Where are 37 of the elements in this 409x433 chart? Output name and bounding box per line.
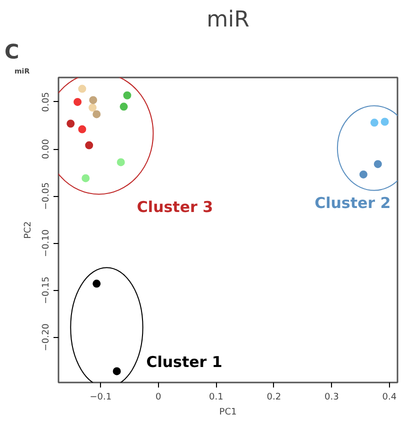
point: [116, 158, 125, 166]
x-tick-label: 0.3: [324, 392, 339, 402]
point: [78, 125, 86, 134]
y-tick-label: −0.20: [42, 323, 52, 352]
point: [370, 118, 378, 127]
annotation: Cluster 1: [146, 353, 222, 372]
x-axis-title: PC1: [219, 408, 237, 418]
point: [92, 280, 101, 288]
x-tick-label: 0.1: [209, 392, 224, 402]
point: [359, 170, 368, 178]
annotation: Cluster 2: [314, 194, 391, 212]
point: [85, 141, 94, 150]
point: [92, 110, 101, 118]
text: C: [4, 40, 20, 64]
point: [123, 91, 132, 100]
x-tick-label: 0: [156, 392, 162, 402]
point: [66, 120, 75, 128]
y-tick-label: 0.05: [42, 92, 52, 112]
point: [380, 118, 389, 126]
point: [112, 367, 121, 376]
x-tick-label: 0.2: [266, 392, 282, 402]
point: [374, 160, 382, 168]
annotation: Cluster 3: [136, 198, 214, 216]
y-tick-label: −0.05: [42, 182, 52, 210]
point: [74, 98, 82, 106]
x-tick-label: 0.4: [382, 392, 397, 402]
y-tick-label: −0.10: [42, 229, 52, 257]
x-tick-label: −0.1: [90, 392, 112, 402]
y-axis-title: PC2: [24, 221, 34, 239]
y-tick-label: −0.15: [42, 276, 52, 304]
chart-title: miR: [206, 8, 250, 32]
point: [120, 102, 128, 111]
y-tick-label: 0.00: [42, 138, 52, 160]
point: [78, 84, 86, 93]
point: [89, 96, 98, 104]
point: [88, 104, 97, 112]
point: [82, 174, 90, 182]
